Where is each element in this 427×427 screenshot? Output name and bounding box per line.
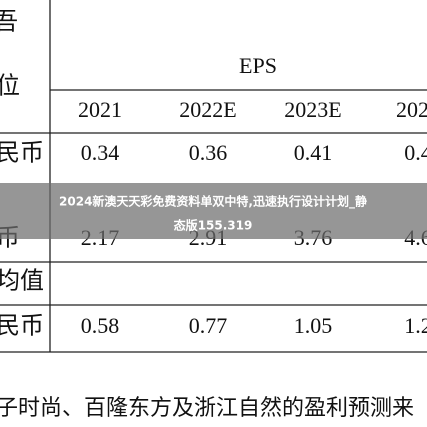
corner-text: 吾 [0, 10, 18, 36]
banner-text: 2024新澳天天彩免费资料单双中特,迅速执行设计计划_静 [59, 194, 367, 210]
column-header: 2024 [396, 97, 427, 122]
footnote: 子时尚、百隆东方及浙江自然的盈利预测来 [0, 395, 414, 420]
unit-label: 位 [0, 73, 20, 100]
cell: 0.36 [189, 140, 228, 165]
banner-text: 态版155.319 [174, 218, 253, 233]
cell: 0.4 [404, 140, 427, 165]
row-label: 民币 [0, 314, 44, 340]
banner [0, 183, 427, 239]
cell: 1.2 [404, 313, 427, 338]
column-header: 2023E [284, 97, 341, 122]
row-label: 民币 [0, 141, 44, 167]
cell: 0.34 [81, 140, 120, 165]
cell: 0.41 [294, 140, 333, 165]
cell: 0.58 [81, 313, 120, 338]
column-header: 2022E [179, 97, 236, 122]
cell: 1.05 [294, 313, 333, 338]
group-header: EPS [239, 53, 277, 78]
column-header: 2021 [78, 97, 122, 122]
row-label: 均值 [0, 268, 44, 295]
cell: 0.77 [189, 313, 228, 338]
